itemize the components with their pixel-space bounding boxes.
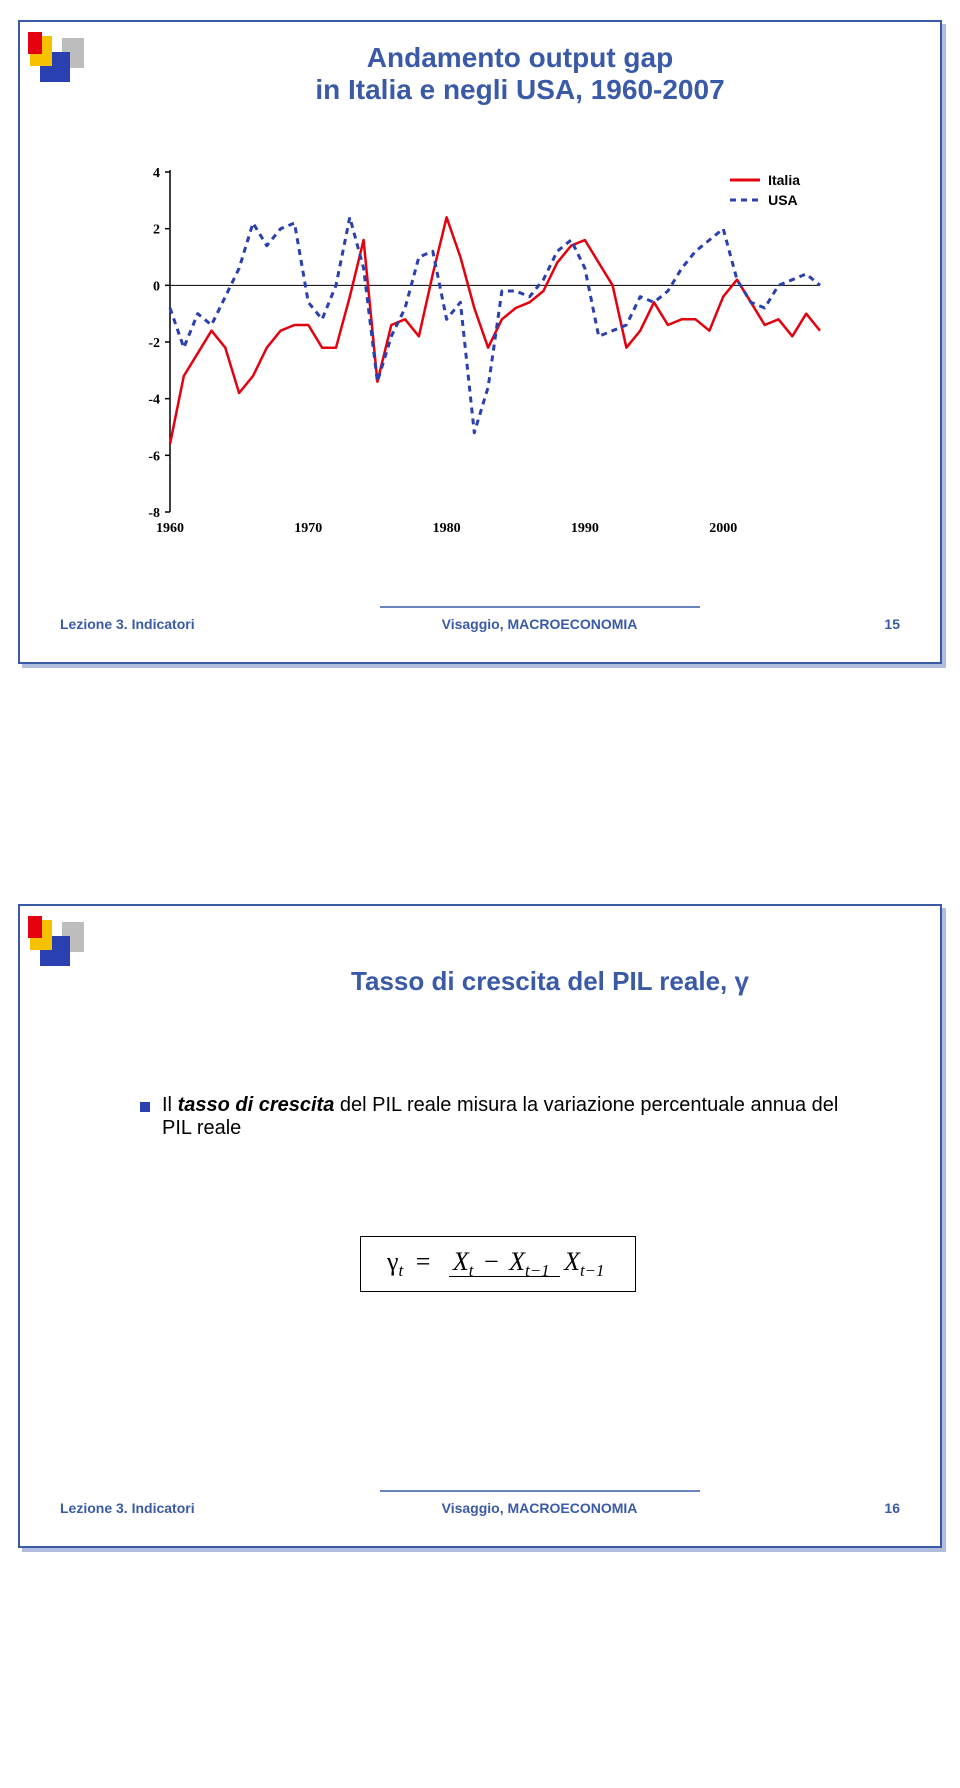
title-line-2: in Italia e negli USA, 1960-2007	[140, 74, 900, 106]
formula-box: γt = Xt − Xt−1 Xt−1	[360, 1236, 636, 1292]
svg-text:-8: -8	[148, 506, 160, 521]
legend-label-usa: USA	[768, 192, 798, 208]
slide-1-title: Andamento output gap in Italia e negli U…	[140, 42, 900, 106]
footer-divider	[380, 605, 700, 609]
slide-2-footer: Lezione 3. Indicatori Visaggio, MACROECO…	[60, 1484, 900, 1516]
title-line-1: Andamento output gap	[140, 42, 900, 74]
bullet-before: Il	[162, 1094, 178, 1116]
legend-italia: Italia	[730, 172, 800, 188]
footer-center: Visaggio, MACROECONOMIA	[195, 600, 885, 632]
slide-1: Andamento output gap in Italia e negli U…	[18, 20, 942, 664]
footer-center: Visaggio, MACROECONOMIA	[195, 1484, 885, 1516]
logo-icon	[28, 914, 88, 974]
num-x-t: X	[453, 1247, 469, 1276]
chart-legend: Italia USA	[730, 172, 800, 212]
formula-denominator: Xt−1	[560, 1247, 608, 1276]
num-x-t-sub: t	[469, 1261, 474, 1280]
footer-page: 16	[884, 1500, 900, 1516]
legend-usa: USA	[730, 192, 800, 208]
svg-text:1980: 1980	[433, 521, 461, 536]
svg-text:4: 4	[153, 166, 160, 181]
svg-text:2: 2	[153, 223, 160, 238]
slide-2-body: Il tasso di crescita del PIL reale misur…	[140, 1086, 860, 1140]
formula-lhs: γt	[387, 1247, 410, 1276]
svg-text:1960: 1960	[156, 521, 184, 536]
den-x: X	[564, 1247, 580, 1276]
svg-text:-2: -2	[148, 336, 160, 351]
formula-eq: =	[416, 1247, 431, 1276]
footer-left: Lezione 3. Indicatori	[60, 616, 195, 632]
footer-page: 15	[884, 616, 900, 632]
formula-gamma: γ	[387, 1247, 399, 1276]
footer-divider	[380, 1489, 700, 1493]
slide-1-footer: Lezione 3. Indicatori Visaggio, MACROECO…	[60, 600, 900, 632]
bullet-icon	[140, 1102, 150, 1112]
footer-center-text: Visaggio, MACROECONOMIA	[195, 616, 885, 632]
den-x-sub: t−1	[580, 1261, 605, 1280]
logo-icon	[28, 30, 88, 90]
title-text: Tasso di crescita del PIL reale, γ	[351, 966, 749, 996]
footer-left: Lezione 3. Indicatori	[60, 1500, 195, 1516]
num-x-tm1-sub: t−1	[525, 1261, 550, 1280]
legend-label-italia: Italia	[768, 172, 800, 188]
svg-text:1970: 1970	[294, 521, 322, 536]
footer-center-text: Visaggio, MACROECONOMIA	[195, 1500, 885, 1516]
formula-gamma-sub: t	[399, 1261, 404, 1280]
svg-text:2000: 2000	[709, 521, 737, 536]
bullet-row: Il tasso di crescita del PIL reale misur…	[140, 1094, 860, 1140]
svg-text:-6: -6	[148, 449, 160, 464]
num-x-tm1: X	[509, 1247, 525, 1276]
slide-2-title: Tasso di crescita del PIL reale, γ	[220, 966, 880, 997]
svg-text:-4: -4	[148, 393, 160, 408]
output-gap-chart: 4 2 0 -2 -4 -6 -81960 1970 1980 1990 2000	[120, 162, 840, 542]
svg-text:1990: 1990	[571, 521, 599, 536]
formula-fraction: Xt − Xt−1 Xt−1	[449, 1247, 609, 1281]
bullet-em: tasso di crescita	[178, 1094, 335, 1116]
slide-2: Tasso di crescita del PIL reale, γ Il ta…	[18, 904, 942, 1548]
formula-numerator: Xt − Xt−1	[449, 1247, 560, 1277]
formula-minus: −	[484, 1247, 499, 1276]
bullet-text: Il tasso di crescita del PIL reale misur…	[162, 1094, 860, 1140]
svg-text:0: 0	[153, 279, 160, 294]
